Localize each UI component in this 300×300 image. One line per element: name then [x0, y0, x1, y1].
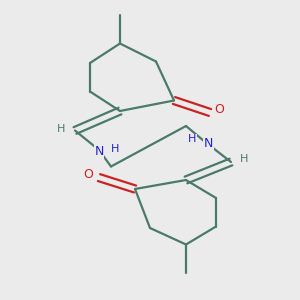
Text: N: N — [204, 137, 213, 150]
Text: H: H — [57, 124, 66, 134]
Text: H: H — [240, 154, 249, 164]
Text: O: O — [214, 103, 224, 116]
Text: H: H — [188, 134, 196, 145]
Text: H: H — [111, 143, 120, 154]
Text: O: O — [84, 168, 93, 181]
Text: N: N — [94, 145, 104, 158]
